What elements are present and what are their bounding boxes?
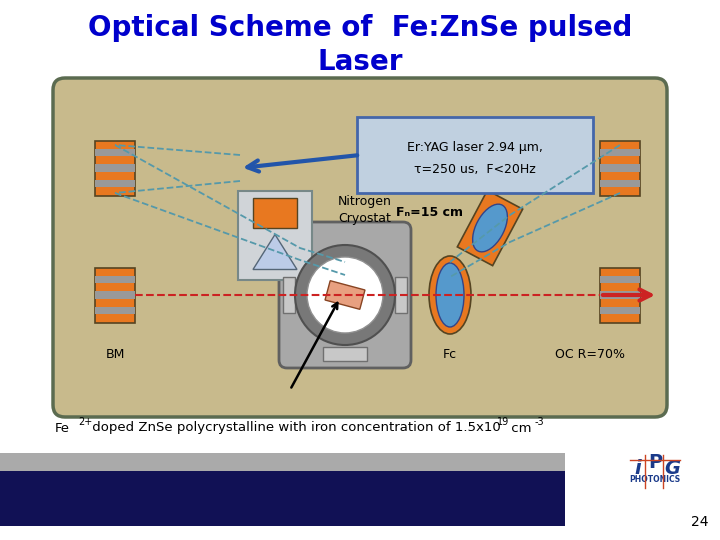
Text: Er:YAG laser 2.94 μm,: Er:YAG laser 2.94 μm,	[407, 141, 543, 154]
Text: Fe: Fe	[55, 422, 70, 435]
Ellipse shape	[436, 263, 464, 327]
Bar	[95, 179, 135, 187]
Bar	[323, 347, 367, 361]
Text: P: P	[648, 454, 662, 472]
Bar	[95, 267, 135, 322]
Bar	[95, 148, 135, 157]
Text: 2+: 2+	[78, 417, 92, 427]
Circle shape	[307, 257, 383, 333]
Bar	[600, 164, 640, 172]
Bar	[600, 291, 640, 299]
Text: Optical Scheme of  Fe:ZnSe pulsed: Optical Scheme of Fe:ZnSe pulsed	[88, 14, 632, 42]
Bar	[95, 164, 135, 172]
Text: PHOTONICS: PHOTONICS	[629, 476, 680, 484]
Text: Nitrogen
Cryostat: Nitrogen Cryostat	[338, 195, 392, 225]
Bar	[95, 276, 135, 284]
FancyBboxPatch shape	[357, 117, 593, 193]
Text: τ=250 us,  F<20Hz: τ=250 us, F<20Hz	[414, 164, 536, 177]
Bar	[253, 198, 297, 227]
Polygon shape	[457, 191, 523, 266]
Text: -3: -3	[535, 417, 544, 427]
Text: cm: cm	[507, 422, 531, 435]
Bar	[600, 307, 640, 314]
Text: Fₙ=15 cm: Fₙ=15 cm	[397, 206, 464, 219]
Bar	[0, 453, 565, 471]
Polygon shape	[253, 234, 297, 269]
Text: i: i	[635, 458, 642, 477]
Bar	[95, 307, 135, 314]
Bar	[0, 471, 565, 526]
Text: 19: 19	[497, 417, 509, 427]
Text: 24: 24	[691, 515, 708, 529]
Text: BM: BM	[105, 348, 125, 361]
Circle shape	[295, 245, 395, 345]
Text: Laser: Laser	[318, 48, 402, 76]
Bar	[600, 267, 640, 322]
Bar	[600, 148, 640, 157]
Polygon shape	[472, 204, 508, 252]
Polygon shape	[325, 281, 365, 309]
FancyBboxPatch shape	[238, 191, 312, 280]
Ellipse shape	[429, 256, 471, 334]
Bar	[95, 140, 135, 195]
Text: Fᴄ: Fᴄ	[443, 348, 457, 361]
Bar	[600, 140, 640, 195]
FancyBboxPatch shape	[53, 78, 667, 417]
Bar	[600, 276, 640, 284]
Text: OC R=70%: OC R=70%	[555, 348, 625, 361]
Text: G: G	[664, 458, 680, 477]
Text: doped ZnSe polycrystalline with iron concentration of 1.5x10: doped ZnSe polycrystalline with iron con…	[88, 422, 500, 435]
Bar	[283, 277, 295, 313]
Bar	[600, 179, 640, 187]
Bar	[95, 291, 135, 299]
Bar	[395, 277, 407, 313]
FancyBboxPatch shape	[279, 222, 411, 368]
